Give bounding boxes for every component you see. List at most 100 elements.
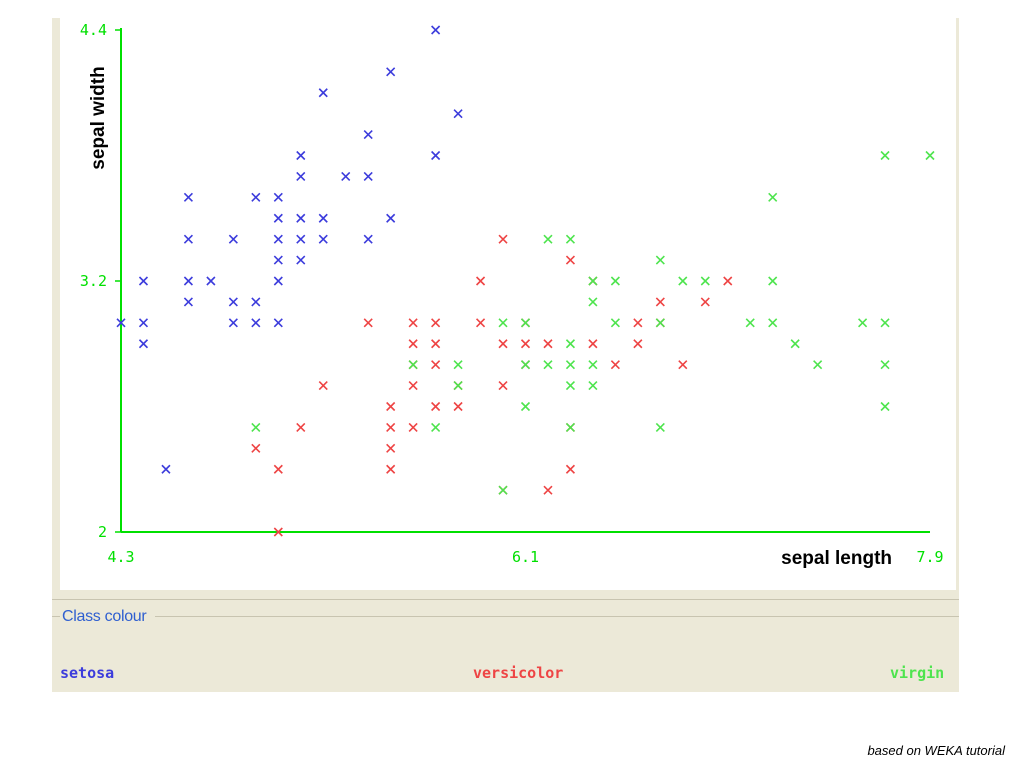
data-point-versicolor[interactable] [498,234,508,244]
data-point-setosa[interactable] [341,171,351,181]
data-point-virginica[interactable] [543,234,553,244]
data-point-virginica[interactable] [700,276,710,286]
data-point-setosa[interactable] [273,276,283,286]
data-point-setosa[interactable] [386,67,396,77]
data-point-versicolor[interactable] [408,339,418,349]
data-point-virginica[interactable] [880,318,890,328]
data-point-setosa[interactable] [273,318,283,328]
data-point-virginica[interactable] [655,422,665,432]
data-point-versicolor[interactable] [610,360,620,370]
data-point-virginica[interactable] [588,360,598,370]
data-point-virginica[interactable] [565,339,576,349]
data-point-virginica[interactable] [453,381,463,391]
data-point-versicolor[interactable] [408,318,418,328]
legend-item-setosa[interactable]: setosa [60,664,115,682]
data-point-versicolor[interactable] [633,339,643,349]
data-point-virginica[interactable] [655,255,665,265]
data-point-virginica[interactable] [520,318,531,328]
data-point-setosa[interactable] [273,234,283,244]
data-point-virginica[interactable] [610,276,620,286]
data-point-setosa[interactable] [431,25,441,35]
data-point-versicolor[interactable] [408,422,418,432]
data-point-virginica[interactable] [610,318,620,328]
data-point-virginica[interactable] [745,318,755,328]
data-point-setosa[interactable] [318,88,328,98]
plot-area[interactable]: 4.4 3.2 2 4.3 6.1 7.9 sepal length sepal width [60,18,956,590]
data-point-setosa[interactable] [183,192,193,202]
data-point-setosa[interactable] [138,276,149,286]
data-point-virginica[interactable] [520,360,531,370]
data-point-setosa[interactable] [138,318,149,328]
data-point-versicolor[interactable] [273,527,283,537]
data-point-versicolor[interactable] [431,318,441,328]
data-point-setosa[interactable] [251,192,261,202]
data-point-virginica[interactable] [880,150,890,161]
data-point-setosa[interactable] [228,318,238,328]
data-point-versicolor[interactable] [588,339,598,349]
data-point-setosa[interactable] [296,234,306,244]
data-point-virginica[interactable] [588,276,598,286]
data-point-versicolor[interactable] [498,339,508,349]
data-point-setosa[interactable] [251,297,261,307]
legend-item-virginica[interactable]: virgin [890,664,945,682]
data-point-virginica[interactable] [251,422,261,432]
data-point-versicolor[interactable] [296,422,306,432]
data-point-virginica[interactable] [588,297,598,307]
data-point-versicolor[interactable] [386,401,396,412]
data-point-versicolor[interactable] [386,443,396,453]
data-point-setosa[interactable] [296,171,306,181]
data-point-virginica[interactable] [453,360,463,370]
data-point-virginica[interactable] [813,360,823,370]
data-point-versicolor[interactable] [678,360,688,370]
data-point-setosa[interactable] [318,234,328,244]
data-point-setosa[interactable] [251,318,261,328]
data-point-virginica[interactable] [565,381,576,391]
data-point-setosa[interactable] [363,234,373,244]
data-point-setosa[interactable] [228,297,238,307]
data-point-versicolor[interactable] [655,297,665,307]
data-point-setosa[interactable] [183,276,193,286]
data-point-setosa[interactable] [206,276,216,286]
data-point-virginica[interactable] [678,276,688,286]
data-point-versicolor[interactable] [431,339,441,349]
data-point-versicolor[interactable] [363,318,373,328]
data-point-versicolor[interactable] [565,464,576,474]
data-point-setosa[interactable] [296,150,306,161]
data-point-virginica[interactable] [498,485,508,495]
data-point-versicolor[interactable] [386,464,396,474]
data-point-virginica[interactable] [431,422,441,432]
data-point-versicolor[interactable] [723,276,733,286]
data-point-setosa[interactable] [183,297,193,307]
data-point-setosa[interactable] [386,213,396,223]
data-point-versicolor[interactable] [408,381,418,391]
data-point-virginica[interactable] [588,381,598,391]
data-point-setosa[interactable] [363,130,373,140]
data-point-virginica[interactable] [790,339,800,349]
data-point-setosa[interactable] [453,109,463,119]
data-point-versicolor[interactable] [520,339,531,349]
data-point-virginica[interactable] [768,192,778,202]
data-point-setosa[interactable] [228,234,238,244]
data-point-setosa[interactable] [183,234,193,244]
data-point-versicolor[interactable] [543,485,553,495]
data-point-setosa[interactable] [318,213,328,223]
data-point-virginica[interactable] [408,360,418,370]
data-point-virginica[interactable] [565,422,576,432]
data-point-versicolor[interactable] [543,339,553,349]
data-point-virginica[interactable] [880,401,890,412]
data-point-setosa[interactable] [363,171,373,181]
data-point-versicolor[interactable] [431,401,441,412]
data-point-versicolor[interactable] [475,276,486,286]
data-point-virginica[interactable] [858,318,868,328]
data-point-versicolor[interactable] [431,360,441,370]
data-point-versicolor[interactable] [475,318,486,328]
data-point-setosa[interactable] [273,255,283,265]
data-point-virginica[interactable] [520,401,531,412]
data-point-setosa[interactable] [138,339,149,349]
data-point-setosa[interactable] [296,255,306,265]
data-point-virginica[interactable] [768,318,778,328]
data-point-setosa[interactable] [431,150,441,161]
data-point-setosa[interactable] [273,192,283,202]
data-point-virginica[interactable] [768,276,778,286]
data-point-setosa[interactable] [161,464,171,474]
